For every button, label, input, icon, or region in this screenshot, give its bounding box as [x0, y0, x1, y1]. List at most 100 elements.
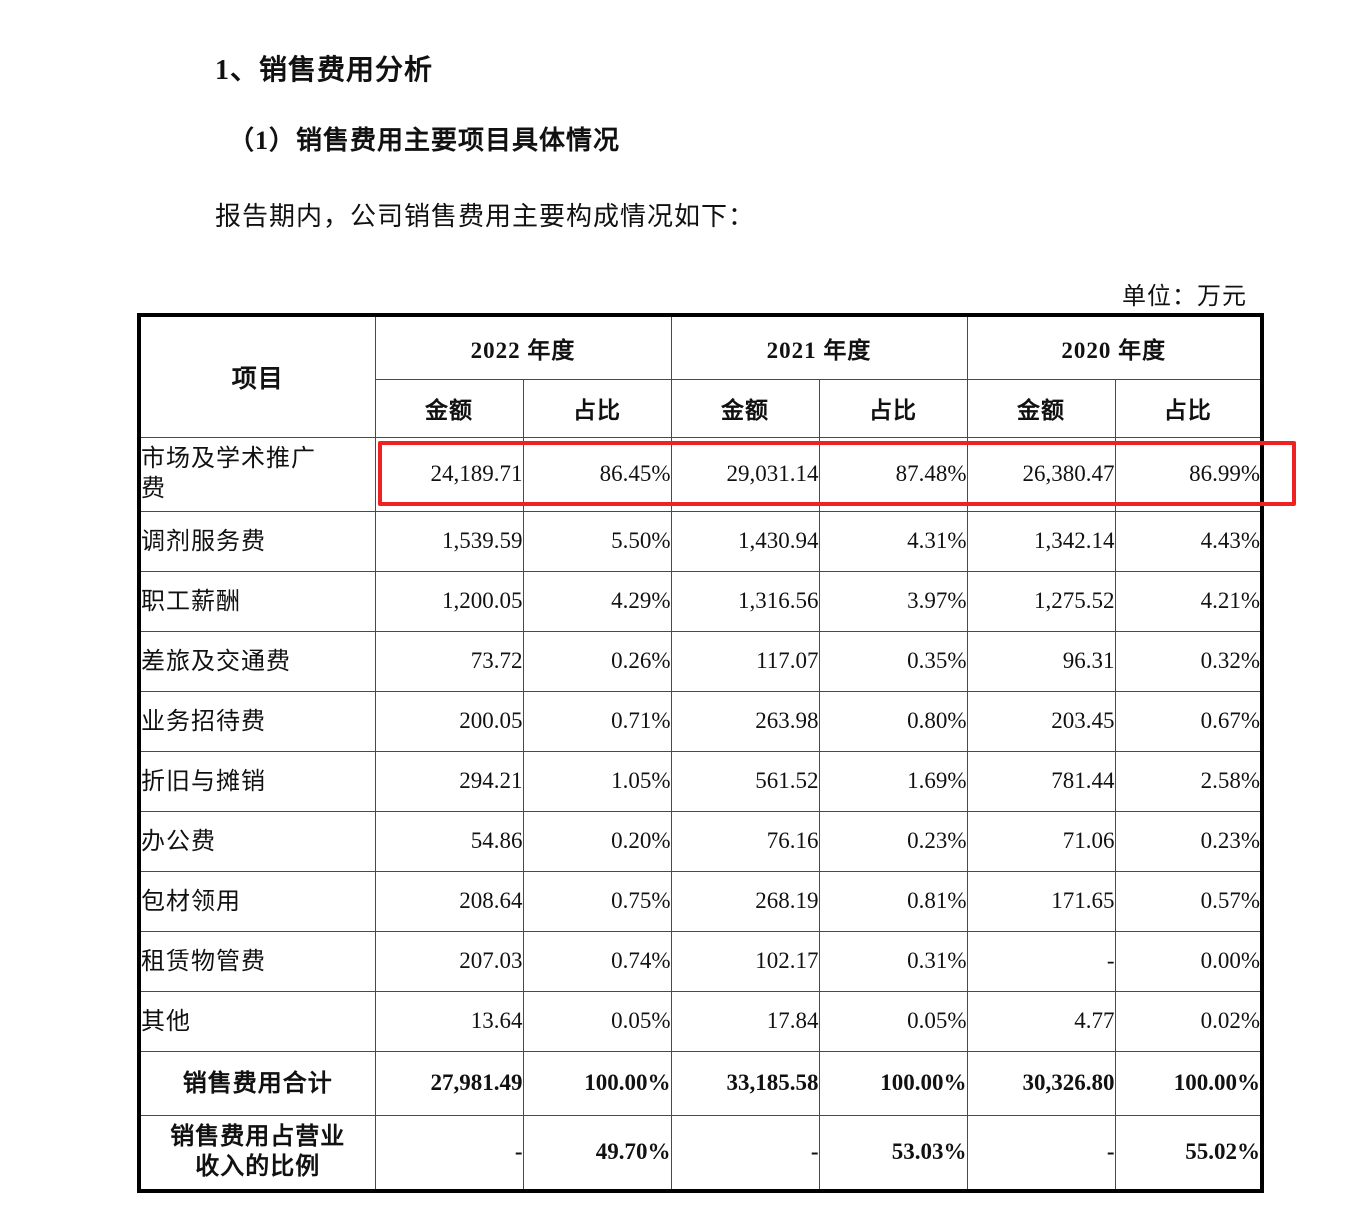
row-value-cell: 86.99% — [1114, 436, 1263, 512]
row-value-cell: - — [966, 1114, 1116, 1192]
row-value-cell: 0.31% — [818, 930, 968, 992]
row-value-cell: 263.98 — [670, 690, 820, 752]
table-row: 市场及学术推广费 24,189.71 86.45% 29,031.14 87.48% 26… — [138, 436, 1263, 512]
table-row: 销售费用占营业收入的比例 -49.70% -53.03% -55.02% — [138, 1114, 1263, 1192]
row-value-cell: 781.44 — [966, 750, 1116, 812]
row-value-cell: 5.50% — [522, 510, 672, 572]
table-row: 职工薪酬 1,200.05 4.29% 1,316.56 3.97% 1,275.52 4.… — [138, 570, 1263, 632]
row-value-cell: 87.48% — [818, 436, 968, 512]
row-item-label: 市场及学术推广费 — [138, 436, 376, 512]
row-value-cell: 0.20% — [522, 810, 672, 872]
row-item-label: 职工薪酬 — [138, 570, 376, 632]
year-header-2022: 2022 年度 — [374, 314, 672, 380]
row-value-cell: - — [966, 930, 1116, 992]
row-value-cell: 207.03 — [374, 930, 524, 992]
ratio-header: 占比 — [522, 378, 672, 438]
year-header-2021: 2021 年度 — [670, 314, 968, 380]
row-value-cell: 0.57% — [1114, 870, 1263, 932]
row-value-cell: 29,031.14 — [670, 436, 820, 512]
row-value-cell: 54.86 — [374, 810, 524, 872]
row-value-cell: 71.06 — [966, 810, 1116, 872]
row-value-cell: 33,185.58 — [670, 1050, 820, 1116]
row-value-cell: 0.26% — [522, 630, 672, 692]
row-value-cell: 0.74% — [522, 930, 672, 992]
row-item-label: 折旧与摊销 — [138, 750, 376, 812]
year-header-2020: 2020 年度 — [966, 314, 1263, 380]
unit-label: 单位：万元 — [1122, 284, 1247, 310]
row-value-cell: - — [670, 1114, 820, 1192]
row-value-cell: 0.71% — [522, 690, 672, 752]
table-row: 其他 13.64 0.05% 17.84 0.05% 4.77 0.02% — [138, 990, 1263, 1052]
table-row: 业务招待费 200.05 0.71% 263.98 0.80% 203.45 0.67% — [138, 690, 1263, 752]
amount-header: 金额 — [374, 378, 524, 438]
row-value-cell: 27,981.49 — [374, 1050, 524, 1116]
row-value-cell: 208.64 — [374, 870, 524, 932]
header-row-years: 项目 2022 年度 2021 年度 2020 年度 — [138, 314, 1263, 438]
row-value-cell: 4.43% — [1114, 510, 1263, 572]
row-value-cell: 102.17 — [670, 930, 820, 992]
intro-paragraph: 报告期内，公司销售费用主要构成情况如下： — [215, 202, 756, 231]
row-value-cell: 17.84 — [670, 990, 820, 1052]
table-row: 租赁物管费 207.03 0.74% 102.17 0.31% -0.00% — [138, 930, 1263, 992]
row-value-cell: 100.00% — [818, 1050, 968, 1116]
amount-header: 金额 — [670, 378, 820, 438]
row-value-cell: 100.00% — [1114, 1050, 1263, 1116]
table-row: 销售费用合计 27,981.49 100.00% 33,185.58 100.00% 30… — [138, 1050, 1263, 1116]
header-item-column: 项目 — [138, 314, 376, 438]
row-value-cell: 0.32% — [1114, 630, 1263, 692]
row-item-label: 调剂服务费 — [138, 510, 376, 572]
row-value-cell: 49.70% — [522, 1114, 672, 1192]
row-value-cell: 1,430.94 — [670, 510, 820, 572]
page-title: 1、销售费用分析 — [215, 55, 434, 86]
amount-header: 金额 — [966, 378, 1116, 438]
row-value-cell: 0.05% — [818, 990, 968, 1052]
row-item-label: 销售费用占营业收入的比例 — [138, 1114, 376, 1192]
row-value-cell: 26,380.47 — [966, 436, 1116, 512]
table-row: 办公费 54.86 0.20% 76.16 0.23% 71.06 0.23% — [138, 810, 1263, 872]
ratio-header: 占比 — [818, 378, 968, 438]
row-item-label: 租赁物管费 — [138, 930, 376, 992]
table-row: 差旅及交通费 73.72 0.26% 117.07 0.35% 96.31 0.32% — [138, 630, 1263, 692]
row-value-cell: 171.65 — [966, 870, 1116, 932]
row-value-cell: 1.05% — [522, 750, 672, 812]
row-value-cell: 4.77 — [966, 990, 1116, 1052]
row-value-cell: 24,189.71 — [374, 436, 524, 512]
row-item-label: 差旅及交通费 — [138, 630, 376, 692]
row-value-cell: 117.07 — [670, 630, 820, 692]
row-item-label: 其他 — [138, 990, 376, 1052]
row-value-cell: 1,316.56 — [670, 570, 820, 632]
row-value-cell: 1.69% — [818, 750, 968, 812]
row-value-cell: 0.80% — [818, 690, 968, 752]
row-value-cell: 0.67% — [1114, 690, 1263, 752]
row-value-cell: 100.00% — [522, 1050, 672, 1116]
row-item-label: 销售费用合计 — [138, 1050, 376, 1116]
row-value-cell: 4.29% — [522, 570, 672, 632]
row-item-label: 包材领用 — [138, 870, 376, 932]
row-value-cell: 2.58% — [1114, 750, 1263, 812]
row-value-cell: 0.35% — [818, 630, 968, 692]
row-item-label: 业务招待费 — [138, 690, 376, 752]
row-value-cell: 268.19 — [670, 870, 820, 932]
row-value-cell: 76.16 — [670, 810, 820, 872]
row-value-cell: 0.02% — [1114, 990, 1263, 1052]
table-row: 折旧与摊销 294.21 1.05% 561.52 1.69% 781.44 2.58% — [138, 750, 1263, 812]
row-value-cell: 4.31% — [818, 510, 968, 572]
table-row: 调剂服务费 1,539.59 5.50% 1,430.94 4.31% 1,342.14 4… — [138, 510, 1263, 572]
row-value-cell: 0.05% — [522, 990, 672, 1052]
section-subtitle: （1）销售费用主要项目具体情况 — [228, 126, 621, 155]
row-value-cell: 73.72 — [374, 630, 524, 692]
row-value-cell: 0.23% — [818, 810, 968, 872]
row-value-cell: 0.75% — [522, 870, 672, 932]
row-value-cell: 4.21% — [1114, 570, 1263, 632]
row-value-cell: 0.81% — [818, 870, 968, 932]
row-value-cell: 30,326.80 — [966, 1050, 1116, 1116]
row-value-cell: 1,342.14 — [966, 510, 1116, 572]
table-row: 包材领用 208.64 0.75% 268.19 0.81% 171.65 0.57% — [138, 870, 1263, 932]
row-value-cell: 13.64 — [374, 990, 524, 1052]
sales-expense-table: 项目 2022 年度 2021 年度 2020 年度 金额 占比 金额 占比 金… — [137, 313, 1264, 1193]
row-value-cell: 1,200.05 — [374, 570, 524, 632]
row-value-cell: 1,539.59 — [374, 510, 524, 572]
row-value-cell: 0.23% — [1114, 810, 1263, 872]
table-body: 市场及学术推广费 24,189.71 86.45% 29,031.14 87.48% 26… — [138, 436, 1263, 1192]
